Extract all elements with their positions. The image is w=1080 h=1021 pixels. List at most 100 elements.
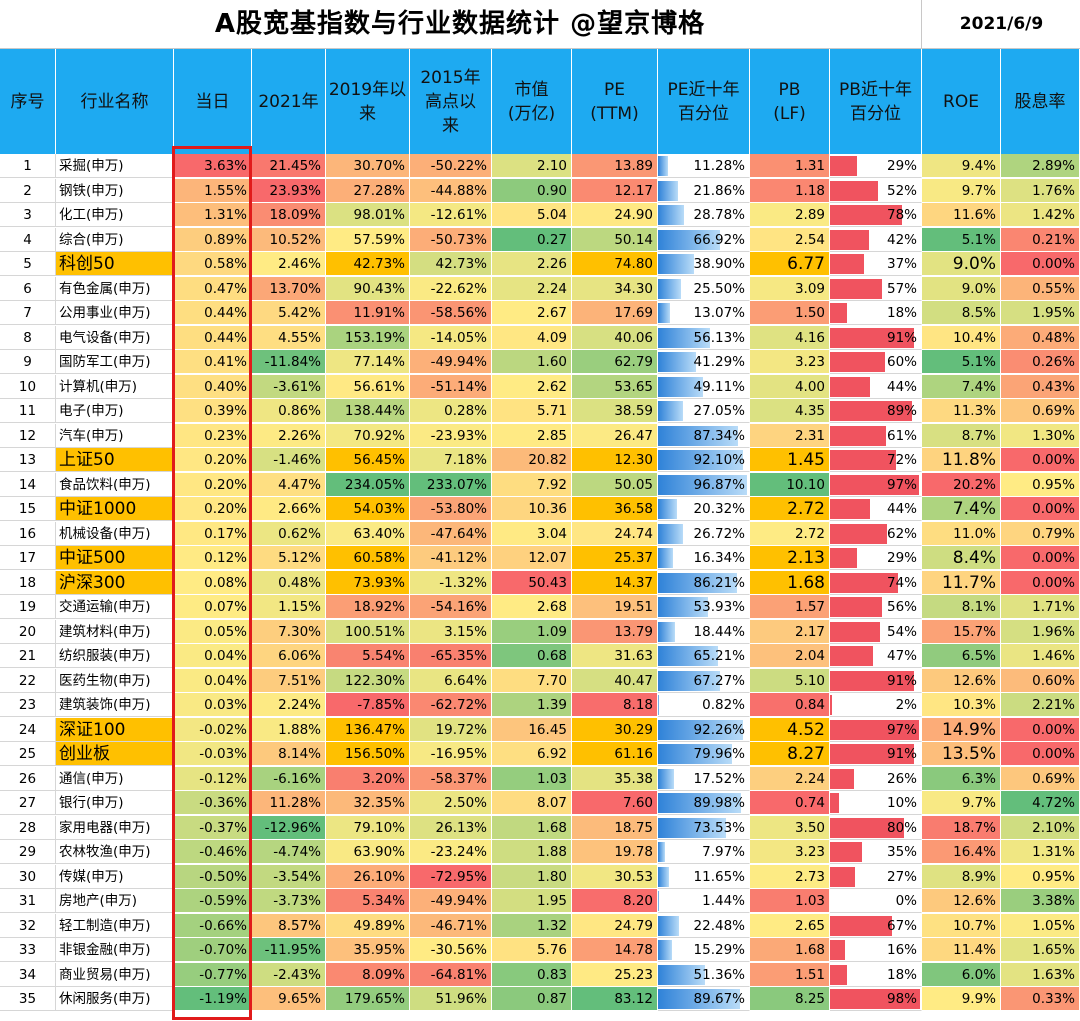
col-roe-cell: 11.0% bbox=[922, 521, 1001, 546]
col-pe-text: 12.17 bbox=[614, 182, 653, 199]
col-pe-pct-cell: 53.93% bbox=[658, 595, 750, 619]
col-pb-cell: 1.18 bbox=[750, 178, 830, 203]
col-2019-cell: 5.54% bbox=[326, 644, 410, 668]
col-2019-text: 3.20% bbox=[362, 770, 405, 787]
col-pe-pct-text: 27.05% bbox=[693, 403, 745, 419]
col-2021-cell: -11.95% bbox=[252, 938, 326, 962]
col-pb-cell: 2.73 bbox=[750, 864, 830, 889]
table-row: 34 商业贸易(申万) -0.77% -2.43% 8.09% -64.81% 0.83 25… bbox=[0, 962, 1080, 988]
col-pb-pct-text: 47% bbox=[886, 648, 917, 664]
pb-percentile-bar bbox=[830, 842, 863, 862]
col-pe-pct-text: 15.29% bbox=[693, 942, 745, 958]
table-row: 33 非银金融(申万) -0.70% -11.95% 35.95% -30.56% 5.76… bbox=[0, 938, 1080, 963]
col-div-text: 1.42% bbox=[1032, 207, 1075, 223]
col-name-cell: 化工(申万) bbox=[56, 203, 174, 227]
col-mv-text: 50.43 bbox=[528, 574, 567, 591]
col-2021-cell: 4.47% bbox=[252, 472, 326, 497]
col-mv-text: 2.26 bbox=[536, 256, 567, 272]
col-mv-cell: 16.45 bbox=[492, 717, 572, 742]
col-pe-pct-text: 22.48% bbox=[693, 917, 745, 934]
col-pb-text: 8.27 bbox=[787, 744, 825, 764]
col-mv-cell: 0.27 bbox=[492, 227, 572, 252]
col-mv-cell: 6.92 bbox=[492, 742, 572, 766]
pe-percentile-bar bbox=[658, 621, 675, 642]
col-pe-pct-text: 89.98% bbox=[693, 795, 745, 811]
col-pe-text: 25.37 bbox=[614, 550, 653, 566]
col-div-text: 1.30% bbox=[1032, 427, 1075, 444]
col-pe-pct-cell: 26.72% bbox=[658, 521, 750, 546]
col-2021-text: 23.93% bbox=[269, 182, 321, 199]
col-pe-pct-cell: 21.86% bbox=[658, 178, 750, 203]
col-pb-cell: 1.45 bbox=[750, 448, 830, 472]
col-pe-cell: 14.37 bbox=[572, 570, 658, 595]
col-pe-text: 18.75 bbox=[614, 819, 653, 836]
col-pe-pct-text: 67.27% bbox=[693, 672, 745, 689]
table-row: 21 纺织服装(申万) 0.04% 6.06% 5.54% -65.35% 0.68 31.6… bbox=[0, 644, 1080, 669]
col-mv-cell: 1.88 bbox=[492, 840, 572, 864]
col-pb-text: 2.13 bbox=[787, 548, 825, 568]
col-div-text: 1.95% bbox=[1032, 305, 1075, 321]
col-pe-pct-text: 13.07% bbox=[693, 305, 745, 321]
col-pe-cell: 53.65 bbox=[572, 374, 658, 399]
col-2019-cell: 234.05% bbox=[326, 472, 410, 497]
col-pb-pct-cell: 54% bbox=[830, 619, 922, 644]
col-no-cell: 7 bbox=[0, 301, 56, 325]
col-pe-pct-cell: 22.48% bbox=[658, 913, 750, 938]
col-name-cell: 中证1000 bbox=[56, 497, 174, 521]
pb-percentile-bar bbox=[830, 695, 832, 715]
col-div-text: 1.63% bbox=[1032, 966, 1075, 983]
col-pe-pct-text: 41.29% bbox=[693, 354, 745, 370]
col-name-text: 有色金属(申万) bbox=[59, 280, 151, 297]
col-div-cell: 0.69% bbox=[1001, 766, 1080, 791]
col-no-text: 5 bbox=[23, 256, 32, 272]
col-2021-text: -12.96% bbox=[264, 819, 321, 836]
col-pe-text: 7.60 bbox=[622, 795, 653, 811]
col-pb-cell: 10.10 bbox=[750, 472, 830, 497]
col-2021-cell: 5.12% bbox=[252, 546, 326, 570]
col-day-cell: -0.70% bbox=[174, 938, 252, 962]
col-name-text: 化工(申万) bbox=[59, 207, 124, 223]
col-2019-text: 26.10% bbox=[353, 868, 405, 885]
col-roe-text: 8.1% bbox=[961, 599, 996, 615]
col-2019-cell: 73.93% bbox=[326, 570, 410, 595]
col-div-cell: 1.42% bbox=[1001, 203, 1080, 227]
col-day-text: -0.70% bbox=[199, 942, 247, 958]
col-roe-text: 8.9% bbox=[961, 868, 996, 885]
col-pb-cell: 2.24 bbox=[750, 766, 830, 791]
table-row: 10 计算机(申万) 0.40% -3.61% 56.61% -51.14% 2.62 53.… bbox=[0, 374, 1080, 400]
col-2019-text: 32.35% bbox=[353, 795, 405, 811]
col-pb-pct-cell: 42% bbox=[830, 227, 922, 252]
col-day-cell: 0.08% bbox=[174, 570, 252, 595]
col-pb-pct-cell: 16% bbox=[830, 938, 922, 962]
col-no-text: 31 bbox=[18, 893, 37, 909]
col-mv-cell: 50.43 bbox=[492, 570, 572, 595]
col-pb-pct-cell: 29% bbox=[830, 546, 922, 570]
col-pe-pct-text: 11.28% bbox=[693, 158, 745, 174]
pb-percentile-bar bbox=[830, 915, 892, 936]
col-roe-cell: 18.7% bbox=[922, 815, 1001, 840]
col-2019-text: 179.65% bbox=[344, 991, 405, 1007]
col-2019-cell: 3.20% bbox=[326, 766, 410, 791]
col-div-cell: 0.55% bbox=[1001, 276, 1080, 301]
col-no-text: 29 bbox=[18, 844, 37, 860]
col-name-cell: 上证50 bbox=[56, 448, 174, 472]
col-name-text: 综合(申万) bbox=[59, 231, 124, 248]
col-name-cell: 建筑装饰(申万) bbox=[56, 693, 174, 717]
col-name-text: 传媒(申万) bbox=[59, 868, 124, 885]
pb-percentile-bar bbox=[830, 572, 899, 593]
col-pe-cell: 34.30 bbox=[572, 276, 658, 301]
col-pb-pct-cell: 2% bbox=[830, 693, 922, 717]
pb-percentile-bar bbox=[830, 646, 874, 666]
col-roe-text: 7.4% bbox=[961, 378, 996, 395]
col-name-text: 农林牧渔(申万) bbox=[59, 844, 151, 860]
col-no-text: 16 bbox=[18, 525, 37, 542]
col-2021-cell: 23.93% bbox=[252, 178, 326, 203]
col-2021-cell: 2.46% bbox=[252, 252, 326, 276]
col-2019-cell: 26.10% bbox=[326, 864, 410, 889]
col-pe-cell: 19.78 bbox=[572, 840, 658, 864]
pe-percentile-bar bbox=[658, 229, 720, 250]
col-mv-cell: 1.09 bbox=[492, 619, 572, 644]
col-no-text: 2 bbox=[23, 182, 32, 199]
col-2021-cell: 2.24% bbox=[252, 693, 326, 717]
table-row: 27 银行(申万) -0.36% 11.28% 32.35% 2.50% 8.07 7.60 8… bbox=[0, 791, 1080, 816]
